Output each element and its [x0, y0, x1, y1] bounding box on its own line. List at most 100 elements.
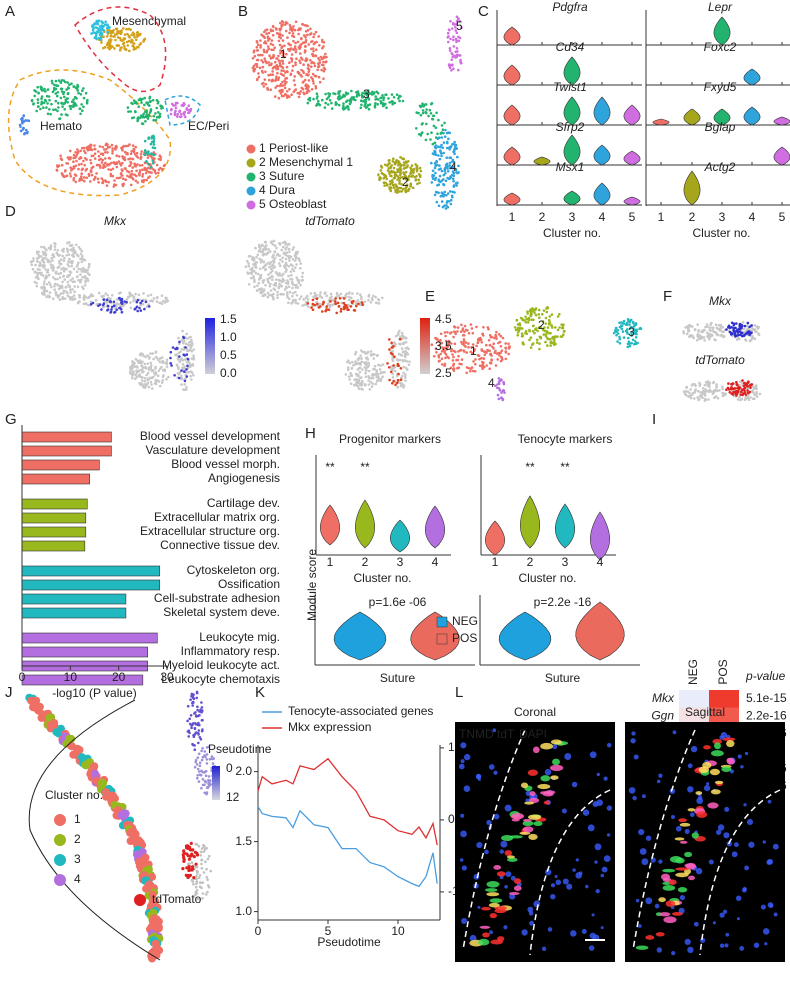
cell-dot — [135, 155, 138, 158]
cell-dot — [436, 184, 439, 187]
cell-dot — [298, 72, 301, 75]
cell-dot — [745, 393, 748, 396]
bar — [22, 513, 86, 523]
cell-dot — [53, 288, 56, 291]
cell-dot — [516, 334, 519, 337]
cell-dot — [124, 33, 127, 36]
colorbar-label: 0.0 — [220, 366, 237, 380]
cell-dot — [195, 886, 198, 889]
cell-dot — [443, 194, 446, 197]
cell-dot — [450, 69, 453, 72]
cell-dot — [122, 177, 125, 180]
cell-dot — [178, 377, 181, 380]
cell-dot — [310, 48, 313, 51]
cell-dot — [199, 736, 202, 739]
cell-dot — [425, 139, 428, 142]
cell-dot — [288, 88, 291, 91]
cell-dot — [313, 43, 316, 46]
cell-dot — [451, 353, 454, 356]
cell-dot — [270, 28, 273, 31]
cell-dot — [92, 31, 95, 34]
cell-dot — [290, 274, 293, 277]
cell-dot — [182, 363, 185, 366]
cell-dot — [360, 104, 363, 107]
cell-dot — [95, 36, 98, 39]
cell-dot — [435, 126, 438, 129]
cell-dot — [618, 321, 621, 324]
cell-dot — [279, 85, 282, 88]
cell-dot — [36, 275, 39, 278]
cell-dot — [462, 349, 465, 352]
cell-dot — [279, 264, 282, 267]
cell-dot — [400, 164, 403, 167]
cell-dot — [253, 70, 256, 73]
cell-dot — [305, 296, 308, 299]
cell-dot — [190, 108, 193, 111]
significance: ** — [560, 460, 570, 474]
cell-dot — [133, 149, 136, 152]
cell-dot — [301, 275, 304, 278]
cell-dot — [49, 260, 52, 263]
cell-dot — [206, 876, 209, 879]
cell-dot — [710, 334, 713, 337]
cell-dot — [159, 385, 162, 388]
cell-dot — [330, 293, 333, 296]
cell-dot — [268, 64, 271, 67]
cell-dot — [80, 163, 83, 166]
cell-dot — [447, 138, 450, 141]
cell-dot — [689, 388, 692, 391]
cell-dot — [313, 33, 316, 36]
cell-dot — [162, 300, 165, 303]
cell-dot — [444, 363, 447, 366]
cell-dot — [703, 336, 706, 339]
cell-dot — [188, 349, 191, 352]
cell-dot — [61, 164, 64, 167]
cell-dot — [69, 291, 72, 294]
cell-dot — [355, 305, 358, 308]
cell-dot — [307, 102, 310, 105]
cell-dot — [264, 293, 267, 296]
cell-dot — [384, 94, 387, 97]
cell-dot — [63, 278, 66, 281]
cell-dot — [394, 163, 397, 166]
cell-dot — [292, 65, 295, 68]
cell-dot — [132, 296, 135, 299]
cell-dot — [684, 326, 687, 329]
cell-dot — [285, 246, 288, 249]
violin — [684, 171, 700, 205]
cell-dot — [393, 341, 396, 344]
cell-dot — [364, 384, 367, 387]
cell-dot — [186, 350, 189, 353]
cell-dot — [457, 326, 460, 329]
cell-dot — [503, 382, 506, 385]
cell-dot — [308, 79, 311, 82]
cell-dot — [87, 272, 90, 275]
cell-dot — [157, 172, 160, 175]
bar — [22, 460, 99, 470]
cell-dot — [459, 37, 462, 40]
cell-dot — [179, 351, 182, 354]
cell-dot — [291, 69, 294, 72]
cell-dot — [152, 376, 155, 379]
violin — [594, 97, 610, 125]
cell-dot — [112, 29, 115, 32]
cell-dot — [437, 154, 440, 157]
cell-dot — [260, 44, 263, 47]
cell-dot — [449, 47, 452, 50]
cell-dot — [338, 305, 341, 308]
cell-dot — [460, 324, 463, 327]
cell-dot — [320, 56, 323, 59]
cell-dot — [106, 299, 109, 302]
cell-dot — [97, 181, 100, 184]
cell-dot — [119, 37, 122, 40]
cell-dot — [420, 106, 423, 109]
cell-dot — [61, 172, 64, 175]
cell-dot — [33, 95, 36, 98]
cell-dot — [391, 93, 394, 96]
cell-dot — [59, 276, 62, 279]
cell-dot — [96, 164, 99, 167]
cell-dot — [198, 780, 201, 783]
cell-dot — [148, 175, 151, 178]
cell-dot — [337, 302, 340, 305]
cell-dot — [74, 252, 77, 255]
